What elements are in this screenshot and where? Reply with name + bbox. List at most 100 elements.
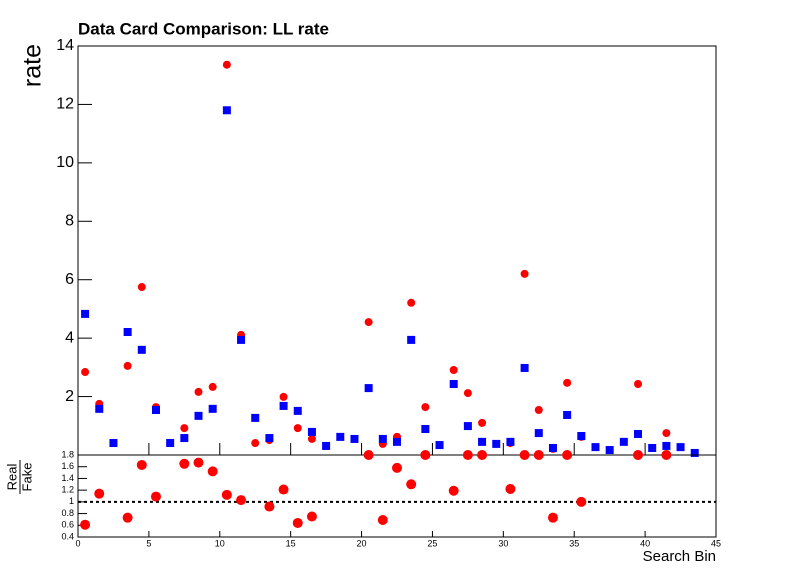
data-point xyxy=(137,283,146,292)
data-point xyxy=(151,406,160,415)
data-point xyxy=(265,434,274,443)
data-point xyxy=(237,335,246,344)
data-point xyxy=(292,517,303,528)
data-point xyxy=(207,466,218,477)
y-tick-label: 1 xyxy=(69,496,74,506)
data-point xyxy=(136,459,147,470)
data-point xyxy=(421,403,430,412)
x-tick-label: 35 xyxy=(569,538,579,548)
data-point xyxy=(661,450,672,460)
ratio-numerator: Real xyxy=(4,464,19,491)
data-point xyxy=(563,378,572,387)
data-point xyxy=(448,485,459,496)
data-point xyxy=(251,413,260,422)
x-tick-label: 10 xyxy=(215,538,225,548)
data-point xyxy=(520,363,529,372)
plot-frame xyxy=(77,454,717,538)
x-axis-label: Search Bin xyxy=(643,548,716,565)
data-point xyxy=(377,515,388,526)
data-point xyxy=(576,496,587,507)
data-point xyxy=(406,479,417,490)
data-point xyxy=(293,406,302,415)
data-point xyxy=(251,439,260,448)
y-tick-label: 4 xyxy=(65,329,74,346)
data-point xyxy=(193,457,204,468)
data-point xyxy=(662,429,671,438)
y-axis-label: rate xyxy=(19,44,47,87)
data-point xyxy=(477,450,488,460)
data-point xyxy=(94,488,105,499)
data-point xyxy=(463,389,472,398)
data-point xyxy=(322,441,331,450)
data-point xyxy=(222,106,231,115)
data-point xyxy=(208,404,217,413)
data-point xyxy=(80,519,91,530)
data-point xyxy=(534,406,543,415)
x-tick-label: 0 xyxy=(75,538,80,548)
y-tick-label: 1.2 xyxy=(61,485,74,495)
data-point xyxy=(307,427,316,436)
y-tick-label: 14 xyxy=(56,37,74,54)
data-point xyxy=(435,441,444,450)
data-point xyxy=(293,424,302,433)
data-point xyxy=(591,443,600,452)
data-point xyxy=(392,462,402,473)
data-point xyxy=(478,418,487,427)
data-point xyxy=(95,404,104,413)
data-point xyxy=(562,450,573,460)
data-point xyxy=(81,309,90,318)
data-point xyxy=(577,432,586,441)
data-point xyxy=(363,450,374,460)
ratio-denominator: Fake xyxy=(19,463,34,492)
data-point xyxy=(633,450,644,460)
data-point xyxy=(194,387,203,396)
y-tick-label: 0.8 xyxy=(61,508,74,518)
data-point xyxy=(533,450,544,460)
data-point xyxy=(690,448,699,457)
y-tick-label: 0.6 xyxy=(61,520,74,530)
data-point xyxy=(364,384,373,393)
data-point xyxy=(180,434,189,443)
data-point xyxy=(648,443,657,452)
x-tick-label: 20 xyxy=(357,538,367,548)
data-point xyxy=(547,512,558,523)
data-point xyxy=(180,424,189,433)
data-point xyxy=(462,450,473,460)
x-tick-label: 40 xyxy=(640,538,650,548)
x-tick-label: 5 xyxy=(146,538,151,548)
data-point xyxy=(194,411,203,420)
data-point xyxy=(279,401,288,410)
data-point xyxy=(605,446,614,455)
data-point xyxy=(420,450,431,460)
chart-title: Data Card Comparison: LL rate xyxy=(78,19,329,38)
data-point xyxy=(109,439,118,448)
y-tick-label: 6 xyxy=(65,271,74,288)
data-point xyxy=(619,437,628,446)
data-point xyxy=(307,434,316,443)
data-point xyxy=(137,345,146,354)
data-point xyxy=(492,439,501,448)
data-point xyxy=(676,443,685,452)
data-point xyxy=(166,439,175,448)
data-point xyxy=(407,298,416,307)
data-point xyxy=(463,422,472,431)
data-point xyxy=(279,392,288,401)
y-tick-label: 10 xyxy=(56,154,74,171)
data-point xyxy=(150,491,161,502)
data-point xyxy=(519,450,530,460)
data-point xyxy=(563,410,572,419)
x-tick-label: 45 xyxy=(711,538,721,548)
data-point xyxy=(306,511,317,522)
data-point xyxy=(478,437,487,446)
data-point xyxy=(449,365,458,374)
data-point xyxy=(122,512,133,523)
data-point xyxy=(421,424,430,433)
y-tick-label: 8 xyxy=(65,213,74,230)
data-point xyxy=(407,335,416,344)
x-tick-label: 30 xyxy=(498,538,508,548)
data-point xyxy=(393,437,401,446)
data-point xyxy=(123,328,132,337)
y-tick-label: 1.4 xyxy=(61,473,74,483)
